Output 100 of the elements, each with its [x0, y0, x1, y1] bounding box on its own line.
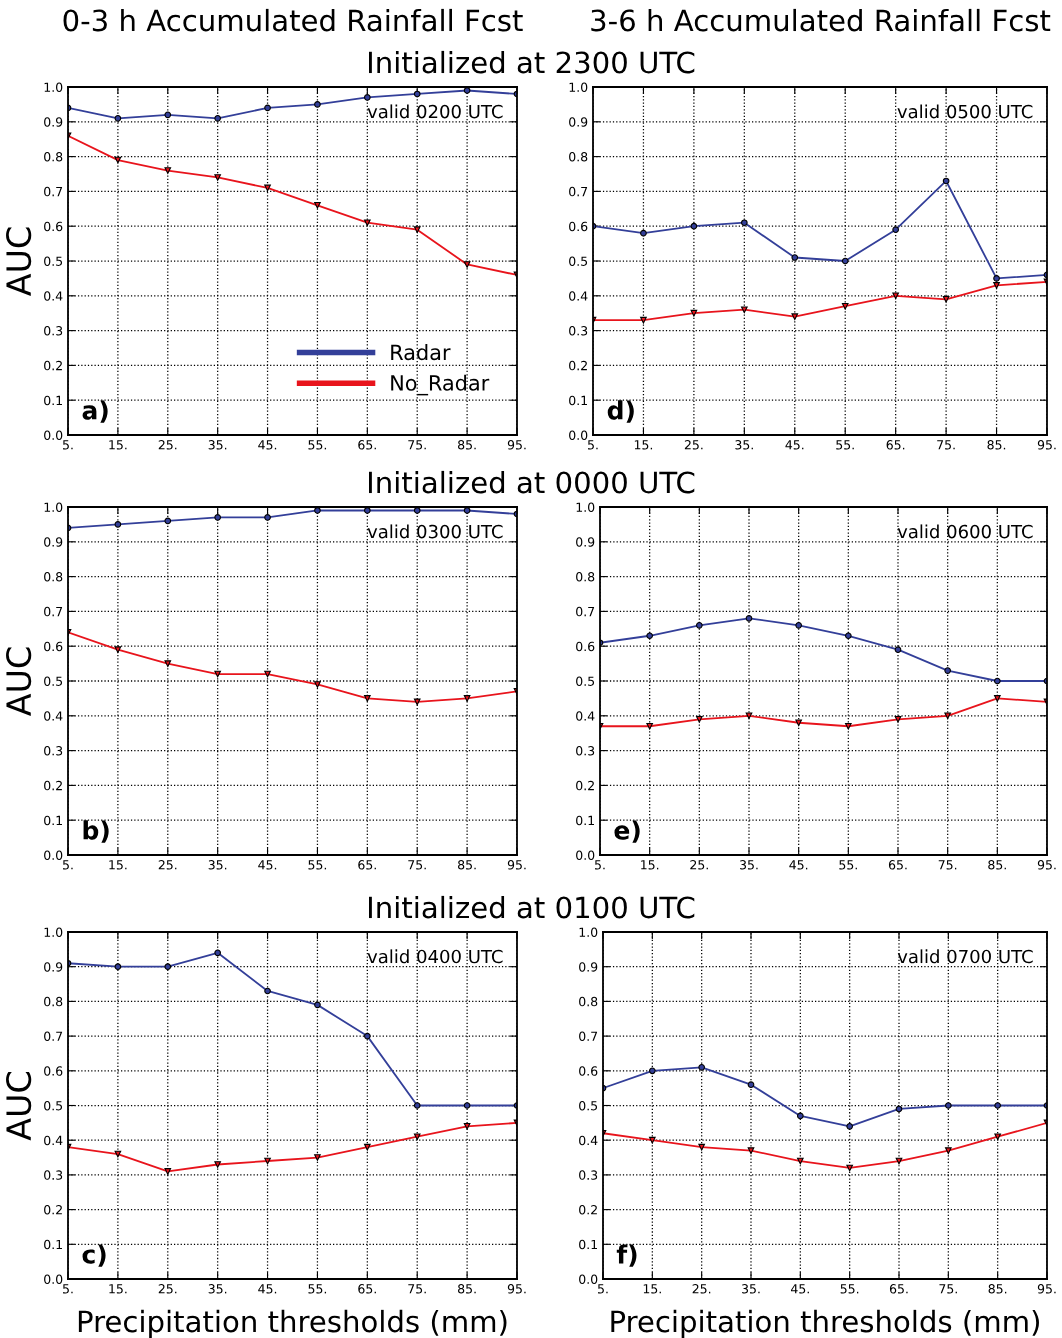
y-tick-label: 0.6	[44, 221, 63, 232]
y-tick-label: 0.6	[579, 1066, 598, 1076]
annotation: e)	[614, 820, 640, 843]
chart-subtitle: Initialized at 0000 UTC	[368, 470, 695, 494]
x-tick-label: 75.	[938, 860, 957, 870]
annotation: c)	[82, 1244, 106, 1267]
y-tick-label: 0.9	[44, 537, 63, 547]
x-tick-label: 5.	[63, 440, 73, 450]
chart-title: 0-3 h Accumulated Rainfall Fcst	[63, 8, 523, 32]
x-tick-label: 85.	[458, 440, 476, 450]
y-tick-label: 0.3	[579, 1170, 598, 1180]
x-tick-label: 45.	[258, 440, 277, 450]
x-tick-label: 55.	[836, 440, 854, 450]
y-tick-label: 0.8	[44, 152, 63, 162]
y-tick-label: 0.7	[44, 606, 63, 617]
x-tick-label: 45.	[258, 1284, 277, 1294]
x-tick-label: 35.	[208, 1284, 227, 1294]
x-tick-label: 95.	[1037, 1284, 1056, 1294]
y-tick-label: 0.4	[44, 291, 63, 301]
y-tick-label: 1.0	[44, 82, 63, 92]
x-tick-label: 75.	[937, 440, 955, 450]
y-tick-label: 0.7	[579, 1031, 598, 1042]
y-tick-label: 0.0	[579, 1274, 598, 1284]
x-tick-label: 5.	[588, 440, 598, 450]
legend-label: Radar	[391, 344, 451, 361]
x-tick-label: 75.	[408, 440, 426, 450]
annotation: valid 0200 UTC	[367, 104, 503, 119]
annotation: d)	[607, 400, 634, 423]
y-tick-label: 0.0	[44, 1274, 63, 1284]
x-tick-label: 5.	[595, 860, 605, 870]
y-tick-label: 0.9	[576, 537, 595, 547]
x-tick-label: 35.	[208, 860, 227, 870]
x-tick-label: 65.	[358, 1284, 376, 1294]
x-tick-label: 55.	[308, 860, 327, 870]
annotation: valid 0600 UTC	[897, 524, 1033, 539]
y-tick-label: 0.3	[44, 746, 63, 756]
x-tick-label: 45.	[785, 440, 804, 450]
y-tick-label: 0.9	[569, 117, 588, 127]
x-tick-label: 35.	[742, 1284, 760, 1294]
x-tick-label: 5.	[63, 1284, 73, 1294]
chart-title: 3-6 h Accumulated Rainfall Fcst	[591, 8, 1051, 32]
y-tick-label: 0.5	[44, 256, 63, 266]
y-tick-label: 0.2	[44, 360, 62, 371]
x-tick-label: 15.	[109, 440, 127, 450]
annotation: a)	[82, 400, 108, 423]
y-tick-label: 0.4	[44, 711, 63, 721]
x-tick-label: 45.	[789, 860, 808, 870]
y-tick-label: 0.6	[44, 641, 63, 652]
y-tick-label: 0.6	[576, 641, 595, 652]
y-tick-label: 1.0	[576, 502, 595, 512]
y-tick-label: 0.4	[579, 1135, 598, 1146]
y-axis-title: AUC	[6, 1072, 32, 1141]
x-tick-label: 35.	[735, 440, 753, 450]
y-tick-label: 0.4	[576, 711, 595, 721]
y-tick-label: 0.2	[569, 360, 587, 371]
x-tick-label: 85.	[458, 860, 476, 870]
annotation: valid 0500 UTC	[897, 104, 1033, 119]
y-tick-label: 0.0	[44, 850, 63, 860]
y-tick-label: 0.5	[569, 256, 588, 266]
x-tick-label: 95.	[507, 860, 526, 870]
x-tick-label: 55.	[839, 860, 857, 870]
x-tick-label: 95.	[1037, 860, 1056, 870]
y-tick-label: 0.1	[44, 815, 62, 826]
y-tick-label: 1.0	[569, 82, 588, 92]
y-tick-label: 0.8	[576, 572, 595, 582]
x-tick-label: 65.	[888, 860, 907, 870]
y-tick-label: 0.7	[576, 606, 595, 617]
x-axis-title: Precipitation thresholds (mm)	[611, 1309, 1039, 1338]
y-tick-label: 0.5	[44, 676, 63, 686]
y-tick-label: 0.3	[44, 326, 63, 336]
x-tick-label: 55.	[840, 1284, 859, 1294]
y-tick-label: 0.5	[576, 676, 595, 686]
y-tick-label: 0.5	[579, 1100, 598, 1111]
y-tick-label: 0.8	[44, 572, 63, 582]
x-tick-label: 15.	[643, 1284, 661, 1294]
x-tick-label: 75.	[939, 1284, 957, 1294]
x-tick-label: 25.	[158, 440, 177, 450]
x-tick-label: 95.	[1037, 440, 1056, 450]
x-tick-label: 85.	[458, 1284, 476, 1294]
y-tick-label: 0.2	[576, 780, 594, 791]
y-tick-label: 0.2	[44, 780, 62, 791]
y-tick-label: 0.2	[579, 1205, 597, 1215]
x-axis-title: Precipitation thresholds (mm)	[78, 1309, 507, 1338]
y-tick-label: 0.6	[44, 1066, 63, 1076]
y-axis-title: AUC	[6, 227, 32, 296]
y-tick-label: 0.7	[569, 186, 588, 197]
x-tick-label: 75.	[408, 860, 426, 870]
y-tick-label: 0.1	[576, 815, 594, 826]
x-tick-label: 65.	[358, 440, 376, 450]
y-tick-label: 0.3	[576, 746, 595, 756]
x-tick-label: 45.	[258, 860, 277, 870]
y-tick-label: 0.0	[576, 850, 595, 860]
x-tick-label: 15.	[634, 440, 653, 450]
x-tick-label: 85.	[988, 1284, 1007, 1294]
x-tick-label: 65.	[889, 1284, 908, 1294]
x-tick-label: 25.	[158, 860, 177, 870]
y-tick-label: 0.1	[569, 395, 587, 406]
y-tick-label: 0.4	[569, 291, 588, 301]
chart-subtitle: Initialized at 2300 UTC	[368, 50, 695, 74]
x-tick-label: 15.	[109, 860, 127, 870]
